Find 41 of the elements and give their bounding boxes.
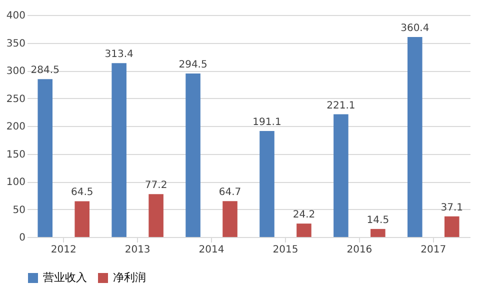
y-tick-label: 150 <box>6 149 26 160</box>
y-tick-label: 400 <box>6 10 26 22</box>
x-tick-label: 2016 <box>346 244 372 256</box>
y-tick-label: 250 <box>6 94 26 105</box>
data-label: 64.7 <box>218 187 242 198</box>
x-tick-label: 2015 <box>272 244 298 256</box>
x-tick-label: 2012 <box>50 244 76 256</box>
legend-label: 营业收入 <box>43 271 87 284</box>
data-label: 221.1 <box>326 100 356 112</box>
data-label: 77.2 <box>144 180 168 192</box>
data-label: 313.4 <box>104 49 134 60</box>
data-label: 284.5 <box>30 65 60 76</box>
y-tick-label: 50 <box>12 204 26 216</box>
data-label: 24.2 <box>292 210 316 221</box>
legend-label: 净利润 <box>113 271 146 284</box>
y-tick-label: 300 <box>6 66 26 77</box>
bar <box>296 224 312 237</box>
x-tick-label: 2014 <box>198 244 224 256</box>
y-tick-label: 100 <box>6 177 26 188</box>
bar <box>148 194 164 237</box>
data-label: 191.1 <box>252 116 282 128</box>
bar <box>444 216 460 237</box>
y-tick-label: 350 <box>6 38 26 50</box>
bar <box>408 36 422 237</box>
bar <box>186 74 200 237</box>
y-tick-label: 0 <box>19 232 26 244</box>
bar <box>112 63 126 237</box>
data-label: 37.1 <box>440 202 464 214</box>
bar <box>334 114 348 237</box>
x-tick-label: 2017 <box>420 244 446 256</box>
bar <box>222 201 238 237</box>
data-label: 64.5 <box>70 187 94 198</box>
bar <box>260 130 274 237</box>
bar <box>74 201 90 237</box>
data-label: 294.5 <box>178 60 208 71</box>
data-label: 360.4 <box>400 22 430 34</box>
x-tick-label: 2013 <box>124 244 150 256</box>
bar <box>370 228 386 237</box>
data-label: 14.5 <box>366 214 390 226</box>
bar <box>38 79 53 237</box>
y-tick-label: 200 <box>6 122 26 132</box>
